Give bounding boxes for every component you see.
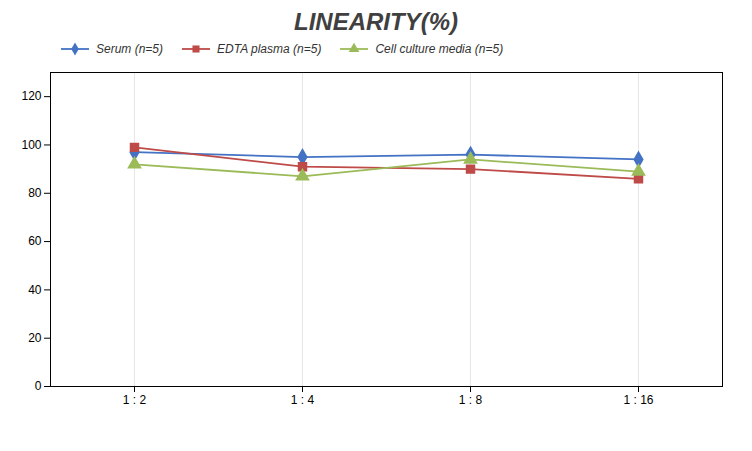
svg-text:60: 60 <box>28 234 42 248</box>
html-text:Serum (n=5): Serum (n=5) <box>96 42 163 56</box>
html-text:LINEARITY(%): LINEARITY(%) <box>294 8 458 35</box>
svg-text:1 : 4: 1 : 4 <box>291 393 315 407</box>
svg-text:1 : 8: 1 : 8 <box>459 393 483 407</box>
svg-text:120: 120 <box>21 89 41 103</box>
html-text:EDTA plasma (n=5): EDTA plasma (n=5) <box>217 42 322 56</box>
svg-text:1 : 2: 1 : 2 <box>123 393 147 407</box>
svg-text:20: 20 <box>28 331 42 345</box>
svg-text:1 : 16: 1 : 16 <box>623 393 653 407</box>
html-text:Cell culture media (n=5): Cell culture media (n=5) <box>375 42 504 56</box>
svg-text:80: 80 <box>28 186 42 200</box>
svg-text:100: 100 <box>21 138 41 152</box>
svg-text:40: 40 <box>28 283 42 297</box>
svg-text:0: 0 <box>35 379 42 393</box>
